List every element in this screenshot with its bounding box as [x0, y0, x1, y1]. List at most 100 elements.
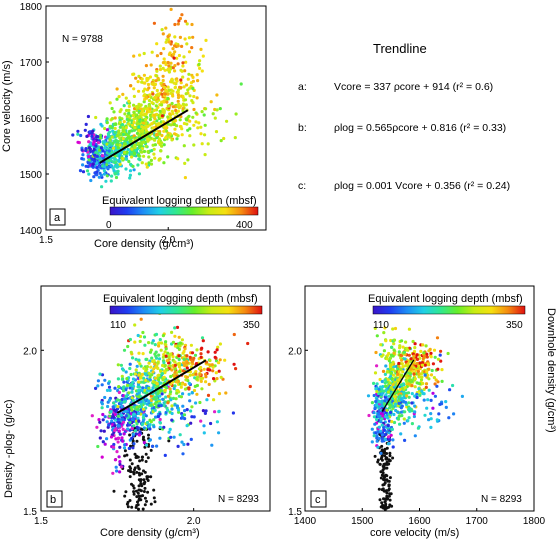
- equation-b: ρlog = 0.565ρcore + 0.816 (r² = 0.33): [334, 122, 506, 134]
- panel-c-data-point: [424, 344, 428, 348]
- panel-a-data-point: [164, 136, 168, 140]
- panel-a-data-point: [90, 157, 94, 161]
- panel-a-data-point: [160, 141, 164, 145]
- panel-b-data-point: [98, 372, 102, 376]
- panel-a-data-point: [169, 61, 173, 65]
- panel-b-data-point: [90, 414, 94, 418]
- panel-b-data-point: [173, 384, 177, 388]
- panel-a-data-point: [110, 135, 114, 139]
- panel-a-data-point: [152, 86, 156, 90]
- panel-b-black-point: [139, 494, 143, 498]
- panel-b-data-point: [121, 386, 125, 390]
- panel-a-data-point: [154, 79, 158, 83]
- panel-b-data-point: [100, 406, 104, 410]
- panel-c-data-point: [374, 350, 378, 355]
- panel-a-data-point: [183, 37, 187, 41]
- panel-c-data-point: [421, 356, 425, 361]
- panel-a-data-point: [166, 35, 170, 39]
- panel-a-data-point: [141, 121, 146, 125]
- panel-a-data-point: [218, 107, 222, 111]
- panel-b-trendline: [116, 359, 207, 414]
- panel-a-data-point: [94, 115, 98, 120]
- panel-c-colorbar-min: 110: [373, 320, 389, 331]
- panel-a-data-point: [115, 87, 119, 91]
- panel-a-data-point: [121, 129, 125, 133]
- panel-a-data-point: [157, 139, 161, 143]
- panel-c-data-point: [397, 350, 401, 354]
- panel-b-data-point: [103, 395, 107, 400]
- panel-b-data-point: [172, 374, 176, 378]
- panel-b-data-point: [177, 335, 181, 339]
- panel-b-black-point: [136, 491, 140, 495]
- panel-b-data-point: [132, 442, 136, 446]
- panel-a-ylabel: Core velocity (m/s): [1, 60, 13, 152]
- panel-b-data-point: [173, 334, 177, 338]
- panel-b-data-point: [137, 419, 141, 423]
- panel-a-data-point: [87, 161, 91, 165]
- panel-a-data-point: [186, 158, 190, 162]
- panel-c-data-point: [379, 429, 383, 433]
- panel-c-data-point: [400, 404, 404, 408]
- panel-a-data-point: [144, 95, 148, 99]
- panel-c-data-point: [436, 357, 440, 361]
- panel-a-data-point: [166, 92, 170, 96]
- panel-b-data-point: [157, 378, 161, 382]
- panel-b-data-point: [217, 369, 221, 373]
- panel-a-data-point: [158, 67, 163, 72]
- panel-b-black-point: [152, 496, 156, 500]
- panel-b-data-point: [149, 394, 153, 398]
- panel-b-data-point: [101, 412, 105, 417]
- panel-c-data-point: [413, 434, 417, 438]
- panel-c-data-point: [427, 367, 431, 371]
- panel-b-data-point: [126, 427, 130, 431]
- panel-c-black-point: [379, 470, 383, 474]
- panel-b-n-label: N = 8293: [218, 494, 259, 505]
- panel-c-data-point: [384, 415, 388, 419]
- panel-c-data-point: [423, 373, 427, 377]
- panel-b-data-point: [185, 424, 189, 428]
- panel-c-black-point: [387, 479, 391, 483]
- panel-a-data-point: [132, 103, 136, 107]
- panel-a-data-point: [176, 93, 180, 97]
- panel-b-data-point: [217, 392, 222, 396]
- panel-a-data-point: [156, 76, 160, 80]
- panel-c-data-point: [426, 398, 430, 402]
- panel-a-data-point: [156, 123, 161, 127]
- panel-a-data-point: [105, 174, 109, 178]
- panel-b-data-point: [113, 424, 117, 428]
- panel-c-data-point: [404, 364, 408, 368]
- panel-b-data-point: [120, 374, 124, 378]
- panel-b-colorbar: [109, 305, 263, 315]
- panel-b-data-point: [141, 352, 145, 356]
- panel-b-data-point: [190, 405, 194, 409]
- panel-c-data-point: [421, 381, 425, 386]
- panel-a-data-point: [166, 155, 170, 159]
- panel-a-data-point: [85, 134, 89, 138]
- panel-b-data-point: [105, 437, 109, 441]
- panel-a-data-point: [76, 140, 80, 144]
- panel-c-black-point: [391, 456, 395, 460]
- panel-b-data-point: [186, 361, 190, 365]
- panel-c-data-point: [427, 388, 431, 392]
- panel-a-data-point: [127, 104, 131, 108]
- panel-c-data-point: [440, 368, 444, 372]
- panel-c-data-point: [439, 349, 443, 353]
- trendline-title: Trendline: [373, 41, 427, 56]
- panel-a-data-point: [234, 112, 238, 116]
- panel-b-data-point: [162, 425, 166, 429]
- panel-b-data-point: [149, 398, 153, 403]
- panel-c-black-point: [384, 457, 388, 461]
- panel-c-black-point: [384, 503, 388, 507]
- panel-c-data-point: [410, 392, 414, 396]
- panel-c-data-point: [399, 398, 403, 402]
- panel-b-data-point: [123, 400, 127, 404]
- panel-a-data-point: [121, 123, 125, 127]
- panel-a-data-point: [169, 7, 173, 11]
- panel-c-data-point: [389, 385, 393, 389]
- panel-a-data-point: [158, 109, 162, 113]
- panel-b-data-point: [188, 373, 192, 377]
- panel-a-ytick-label: 1400: [20, 226, 43, 237]
- panel-b-data-point: [143, 401, 147, 405]
- panel-b-data-point: [200, 387, 204, 391]
- panel-b-data-point: [128, 337, 132, 342]
